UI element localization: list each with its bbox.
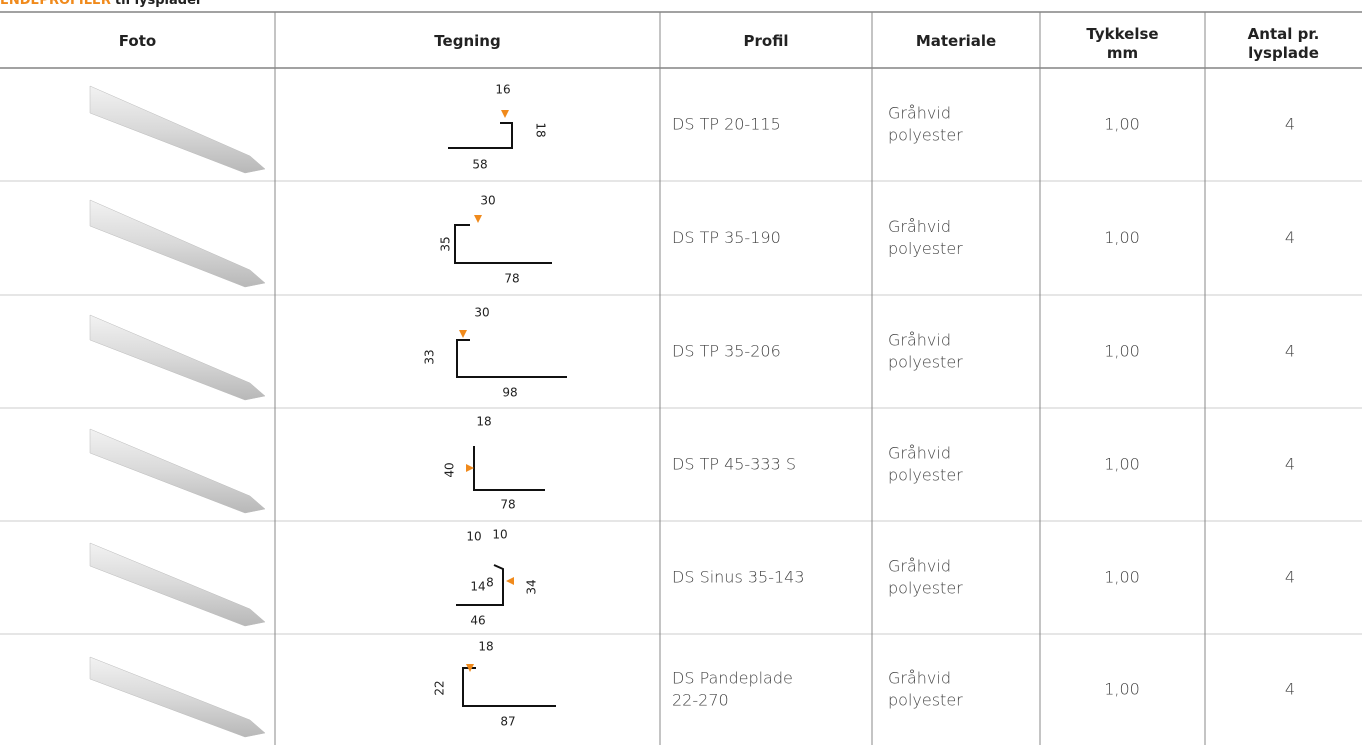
load-arrow xyxy=(474,215,482,223)
drawing: 16 18 58 xyxy=(448,83,548,172)
tykkelse: 1,00 xyxy=(1104,568,1140,587)
dimension-label: 87 xyxy=(500,715,515,729)
dimension-label: 46 xyxy=(470,614,485,628)
drawing: 18 40 78 xyxy=(443,415,545,512)
row: 30 33 98 DS TP 35-206 Gråhvid polyester 1,00 4 xyxy=(89,306,1295,401)
load-arrow xyxy=(501,110,509,118)
load-arrow xyxy=(466,664,474,672)
column-header: Antal pr. lysplade xyxy=(1248,25,1320,62)
antal: 4 xyxy=(1285,115,1295,134)
materiale: Gråhvid polyester xyxy=(888,104,963,145)
materiale: Gråhvid polyester xyxy=(888,557,963,598)
column-header: Foto xyxy=(119,32,156,50)
dimension-label: 78 xyxy=(500,498,515,512)
dimension-label: 18 xyxy=(478,640,493,654)
profil: DS Sinus 35-143 xyxy=(672,568,805,587)
photo xyxy=(89,542,266,627)
materiale: Gråhvid polyester xyxy=(888,331,963,372)
drawing: 18 22 87 xyxy=(433,640,556,729)
profil: DS TP 20-115 xyxy=(672,115,781,134)
drawing: 30 33 98 xyxy=(423,306,567,400)
profile-line xyxy=(462,667,556,707)
profil: DS TP 45-333 S xyxy=(672,455,796,474)
photo xyxy=(89,656,266,738)
profil: DS TP 35-206 xyxy=(672,342,781,361)
photo xyxy=(89,85,266,174)
dimension-label: 10 xyxy=(492,528,507,542)
drawing: 10 10 14 8 34 46 xyxy=(456,528,539,628)
row: 30 35 78 DS TP 35-190 Gråhvid polyester 1,00 4 xyxy=(89,194,1295,288)
dimension-label: 30 xyxy=(480,194,495,208)
column-header: Tegning xyxy=(434,32,500,50)
dimension-label: 78 xyxy=(504,272,519,286)
column-header: Profil xyxy=(744,32,789,50)
dimension-label: 14 xyxy=(470,580,485,594)
photo xyxy=(89,199,266,288)
materiale: Gråhvid polyester xyxy=(888,444,963,485)
load-arrow xyxy=(506,577,514,585)
title-rest: til lysplader xyxy=(115,0,203,8)
profile-line xyxy=(456,564,504,606)
dimension-label: 33 xyxy=(423,349,437,364)
row: 16 18 58 DS TP 20-115 Gråhvid polyester 1,00 4 xyxy=(89,83,1295,174)
dimension-label: 16 xyxy=(495,83,510,97)
tykkelse: 1,00 xyxy=(1104,455,1140,474)
antal: 4 xyxy=(1285,568,1295,587)
dimension-label: 8 xyxy=(486,576,494,590)
profil: DS TP 35-190 xyxy=(672,228,781,247)
tykkelse: 1,00 xyxy=(1104,228,1140,247)
profile-line xyxy=(473,446,545,491)
tykkelse: 1,00 xyxy=(1104,115,1140,134)
tykkelse: 1,00 xyxy=(1104,342,1140,361)
column-header: Materiale xyxy=(916,32,996,50)
antal: 4 xyxy=(1285,680,1295,699)
antal: 4 xyxy=(1285,342,1295,361)
profil: DS Pandeplade 22-270 xyxy=(672,669,793,710)
title-highlight: ENDEPROFILER xyxy=(0,0,111,8)
profile-line xyxy=(448,122,513,149)
dimension-label: 35 xyxy=(439,236,453,251)
dimension-label: 58 xyxy=(472,158,487,172)
dimension-label: 40 xyxy=(443,462,457,477)
dimension-label: 34 xyxy=(525,579,539,594)
dimension-label: 10 xyxy=(466,530,481,544)
profile-line xyxy=(456,339,567,378)
load-arrow xyxy=(459,330,467,338)
photo xyxy=(89,314,266,401)
row: 10 10 14 8 34 46 DS Sinus 35-143 Gråhvid polyest… xyxy=(89,528,1295,628)
title: ENDEPROFILER til lysplader xyxy=(0,0,203,8)
row: 18 22 87 DS Pandeplade 22-270 Gråhvid polyeste… xyxy=(89,640,1295,738)
materiale: Gråhvid polyester xyxy=(888,669,963,710)
dimension-label: 18 xyxy=(534,122,548,137)
materiale: Gråhvid polyester xyxy=(888,217,963,258)
tykkelse: 1,00 xyxy=(1104,680,1140,699)
column-header: Tykkelse mm xyxy=(1086,25,1158,62)
photo xyxy=(89,428,266,514)
profile-line xyxy=(454,224,552,264)
dimension-label: 18 xyxy=(476,415,491,429)
dimension-label: 22 xyxy=(433,680,447,695)
antal: 4 xyxy=(1285,455,1295,474)
drawing: 30 35 78 xyxy=(439,194,552,286)
antal: 4 xyxy=(1285,228,1295,247)
dimension-label: 30 xyxy=(474,306,489,320)
load-arrow xyxy=(466,464,474,472)
row: 18 40 78 DS TP 45-333 S Gråhvid polyester 1,00… xyxy=(89,415,1295,514)
dimension-label: 98 xyxy=(502,386,517,400)
